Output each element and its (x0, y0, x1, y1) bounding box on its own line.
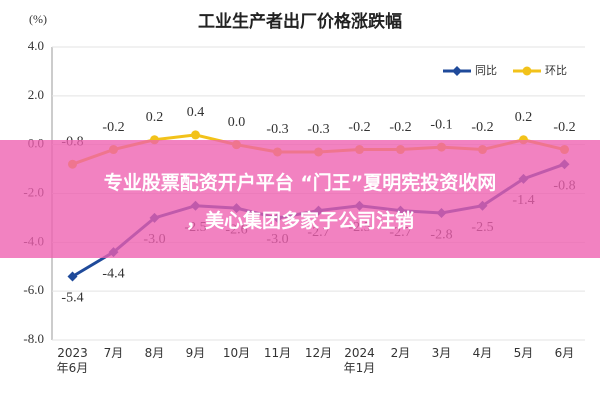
x-tick-label: 2月 (390, 346, 411, 360)
x-tick-label: 11月 (263, 346, 292, 360)
x-tick-label: 2024年1月 (343, 346, 376, 375)
x-tick-label: 10月 (222, 346, 251, 360)
legend-label: 环比 (545, 64, 567, 77)
y-tick-label: 4.0 (28, 38, 44, 53)
y-tick-label: -8.0 (23, 331, 44, 346)
point (522, 66, 532, 76)
x-tick-label: 8月 (144, 346, 165, 360)
banner-text: ，美心集团多家子公司注销 (185, 210, 414, 232)
x-tick-label: 7月 (103, 346, 124, 360)
x-tick-label: 2023年6月 (56, 346, 89, 375)
x-tick-label: 3月 (431, 346, 452, 360)
point (452, 66, 462, 76)
data-label: -0.2 (471, 120, 493, 135)
data-label: -0.2 (348, 120, 370, 135)
data-label: -0.3 (307, 122, 329, 137)
x-tick-label: 5月 (513, 346, 534, 360)
data-label: -0.2 (102, 120, 124, 135)
banner-text: 专业股票配资开户平台 “门王”夏明宪投资收网 (103, 172, 497, 194)
x-tick-label: 6月 (554, 346, 575, 360)
data-label: 0.4 (187, 105, 205, 120)
data-label: -5.4 (61, 291, 83, 306)
x-tick-label: 12月 (304, 346, 333, 360)
data-label: -4.4 (102, 266, 124, 281)
x-tick-label: 4月 (472, 346, 493, 360)
data-label: -0.3 (266, 122, 288, 137)
data-label: 0.2 (146, 110, 164, 125)
data-label: -0.1 (430, 117, 452, 132)
chart-title: 工业生产者出厂价格涨跌幅 (198, 11, 402, 32)
point (67, 271, 78, 282)
data-label: 0.2 (515, 110, 533, 125)
y-unit: (%) (29, 12, 47, 26)
banner: 专业股票配资开户平台 “门王”夏明宪投资收网 ，美心集团多家子公司注销 (0, 140, 600, 258)
data-label: -0.2 (553, 120, 575, 135)
y-tick-label: 2.0 (28, 87, 44, 102)
legend-label: 同比 (475, 64, 497, 77)
y-tick-label: -6.0 (23, 282, 44, 297)
data-label: -0.2 (389, 120, 411, 135)
point (191, 130, 200, 140)
x-tick-label: 9月 (185, 346, 206, 360)
data-label: 0.0 (228, 115, 246, 130)
